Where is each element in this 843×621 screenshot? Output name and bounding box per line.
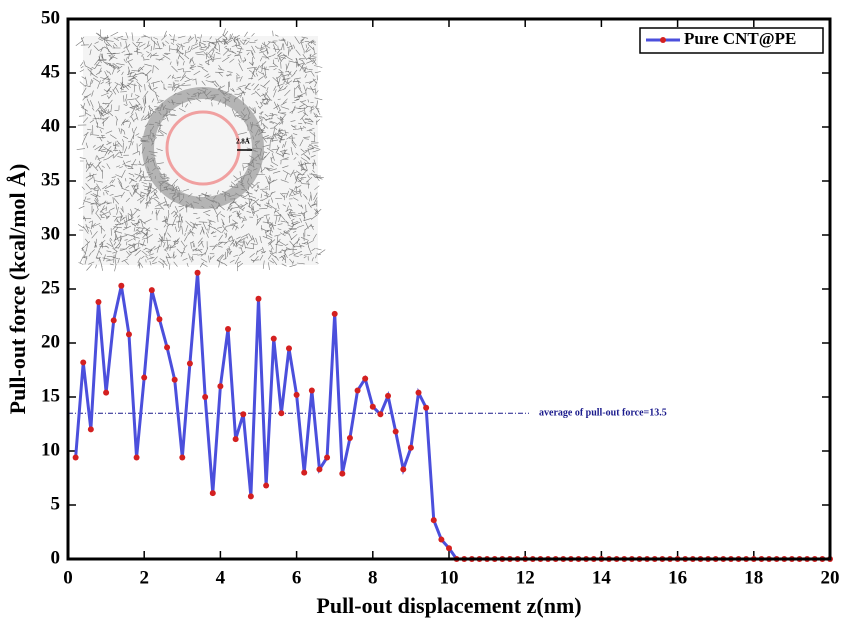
average-label: average of pull-out force=13.5: [539, 407, 667, 418]
data-point: [240, 411, 247, 418]
inset-label: 2.8Å: [236, 138, 250, 146]
y-tick-label: 45: [41, 61, 60, 82]
x-tick-label: 10: [440, 567, 459, 588]
data-point: [415, 389, 422, 396]
data-point: [278, 410, 285, 417]
data-point: [209, 490, 216, 497]
data-point: [316, 466, 323, 473]
data-point: [87, 426, 94, 433]
data-point: [354, 387, 361, 394]
data-point: [225, 325, 232, 332]
data-point: [164, 344, 171, 351]
y-tick-label: 35: [41, 169, 60, 190]
data-point: [331, 310, 338, 317]
data-point: [186, 360, 193, 367]
inset-background: [83, 36, 318, 265]
x-tick-label: 18: [744, 567, 763, 588]
legend-label: Pure CNT@PE: [684, 29, 796, 48]
data-point: [430, 517, 437, 524]
y-tick-label: 30: [41, 223, 60, 244]
data-point: [217, 383, 224, 390]
x-axis-label: Pull-out displacement z(nm): [316, 593, 581, 618]
x-tick-label: 20: [821, 567, 840, 588]
data-point: [133, 454, 140, 461]
y-tick-label: 10: [41, 439, 60, 460]
y-tick-label: 40: [41, 115, 60, 136]
plot-frame: [66, 17, 832, 561]
data-point: [270, 335, 277, 342]
y-tick-label: 15: [41, 385, 60, 406]
x-tick-label: 8: [368, 567, 378, 588]
data-point: [400, 466, 407, 473]
y-tick-label: 25: [41, 277, 60, 298]
data-point: [194, 269, 201, 276]
data-point: [377, 411, 384, 418]
x-tick-label: 16: [668, 567, 687, 588]
data-point: [171, 376, 178, 383]
data-point: [148, 287, 155, 294]
data-point: [179, 454, 186, 461]
data-point: [95, 298, 102, 305]
data-point: [103, 389, 110, 396]
data-point: [80, 359, 87, 366]
data-point: [446, 545, 452, 552]
data-point: [125, 331, 132, 338]
data-point: [110, 317, 117, 324]
data-point: [285, 345, 292, 352]
data-point: [118, 282, 125, 289]
inset-image: 2.8Å: [75, 28, 326, 272]
data-point: [392, 428, 399, 435]
data-point: [232, 436, 239, 443]
data-point: [324, 454, 331, 461]
dense-layer: [142, 87, 264, 209]
data-point: [385, 392, 392, 399]
data-point: [263, 482, 270, 489]
x-tick-label: 6: [292, 567, 302, 588]
data-point: [301, 469, 308, 476]
x-tick-label: 2: [139, 567, 149, 588]
x-tick-label: 4: [216, 567, 226, 588]
y-tick-label: 5: [51, 493, 61, 514]
nanotube: [165, 110, 241, 186]
data-point: [156, 316, 163, 323]
x-tick-label: 14: [592, 567, 612, 588]
x-tick-label: 12: [516, 567, 535, 588]
y-tick-label: 20: [41, 331, 60, 352]
data-point: [346, 435, 353, 442]
legend-marker: [660, 37, 666, 43]
data-point: [308, 387, 315, 394]
data-point: [339, 470, 346, 477]
data-point: [141, 374, 148, 381]
data-point: [247, 493, 254, 500]
data-point: [255, 295, 262, 302]
data-point: [369, 403, 376, 410]
legend: Pure CNT@PE: [639, 27, 824, 54]
y-tick-label: 50: [41, 7, 60, 28]
x-tick-label: 0: [63, 567, 73, 588]
data-point: [407, 444, 414, 451]
data-point: [202, 394, 209, 400]
data-point: [438, 536, 445, 543]
y-axis-label: Pull-out force (kcal/mol Å): [5, 164, 30, 415]
series-line: [74, 272, 830, 561]
data-point: [362, 375, 369, 382]
data-point: [423, 404, 430, 411]
data-point: [72, 454, 79, 461]
data-point: [293, 391, 300, 398]
y-tick-label: 0: [51, 547, 61, 568]
